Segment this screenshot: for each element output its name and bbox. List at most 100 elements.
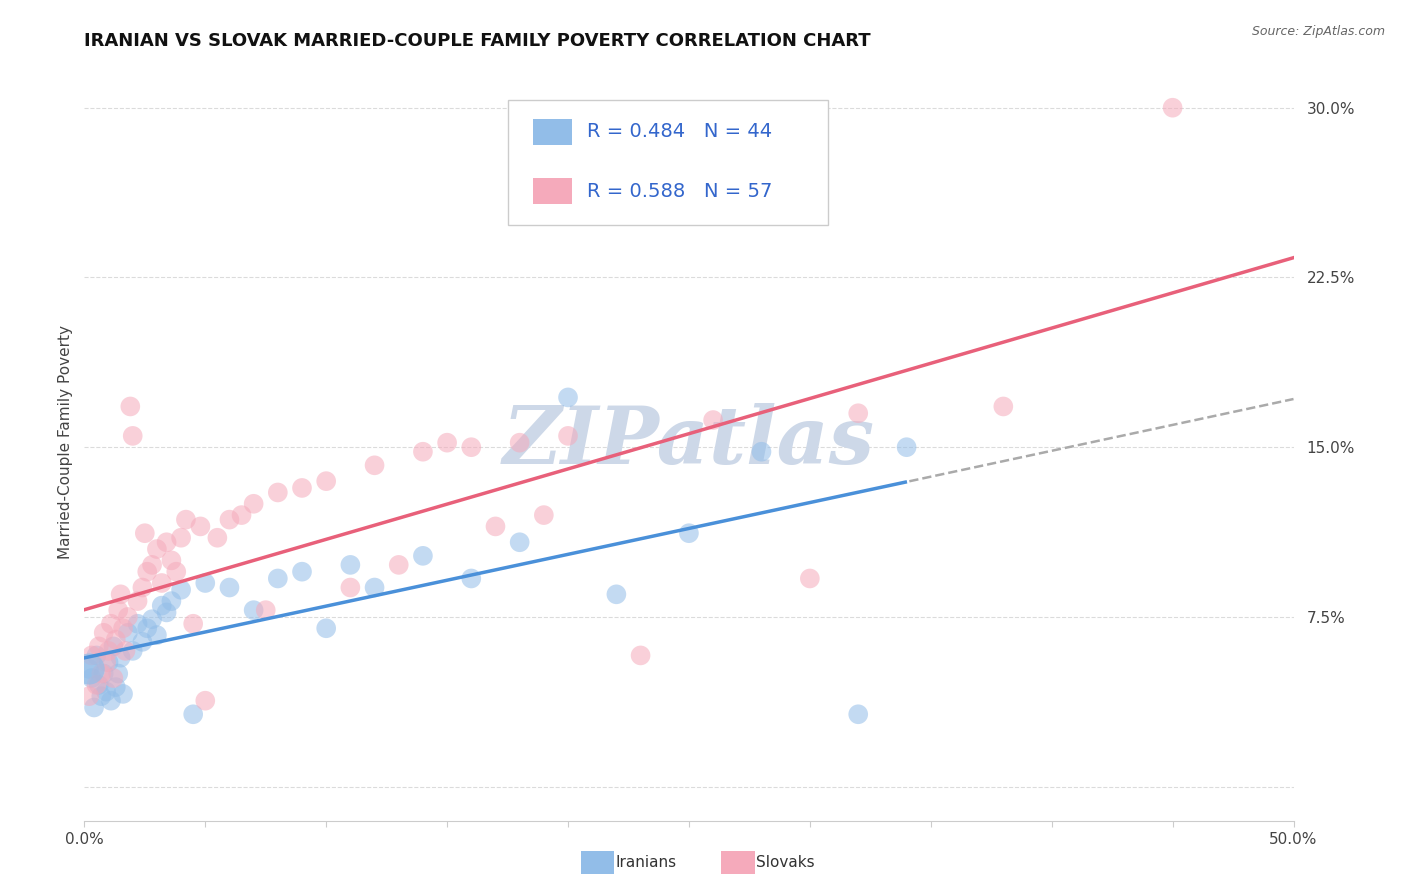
Point <box>114 644 136 658</box>
Point <box>86 648 108 663</box>
Point <box>678 526 700 541</box>
Point <box>107 603 129 617</box>
Point <box>117 625 139 640</box>
Point <box>267 572 290 586</box>
Text: IRANIAN VS SLOVAK MARRIED-COUPLE FAMILY POVERTY CORRELATION CHART: IRANIAN VS SLOVAK MARRIED-COUPLE FAMILY … <box>84 32 870 50</box>
Point <box>136 565 159 579</box>
Point <box>267 485 290 500</box>
Point <box>315 474 337 488</box>
Point <box>87 678 110 692</box>
Point <box>846 406 869 420</box>
Point <box>127 594 149 608</box>
Point <box>112 621 135 635</box>
Point <box>174 513 197 527</box>
Point <box>605 587 627 601</box>
FancyBboxPatch shape <box>533 178 572 204</box>
Point <box>141 558 163 572</box>
Point <box>127 616 149 631</box>
Point <box>484 519 506 533</box>
Point <box>86 678 108 692</box>
Point <box>83 700 105 714</box>
Point <box>90 666 112 681</box>
Point <box>93 625 115 640</box>
Point <box>291 565 314 579</box>
Point <box>112 687 135 701</box>
Point <box>150 599 173 613</box>
Text: ZIPatlas: ZIPatlas <box>503 403 875 480</box>
Point <box>94 684 117 698</box>
Point <box>104 632 127 647</box>
Point <box>231 508 253 522</box>
Point <box>896 440 918 454</box>
Point <box>190 519 212 533</box>
Point <box>100 616 122 631</box>
Point <box>77 662 100 676</box>
Point <box>107 666 129 681</box>
Point <box>103 640 125 654</box>
Point <box>218 513 240 527</box>
Point <box>242 603 264 617</box>
Point <box>509 535 531 549</box>
Point <box>160 594 183 608</box>
Point <box>533 508 555 522</box>
Point <box>121 429 143 443</box>
Point <box>170 531 193 545</box>
Point <box>194 576 217 591</box>
Point <box>146 542 169 557</box>
Point <box>117 610 139 624</box>
Point <box>150 576 173 591</box>
Point <box>460 572 482 586</box>
Text: R = 0.588   N = 57: R = 0.588 N = 57 <box>588 182 773 201</box>
Point <box>97 655 120 669</box>
Point <box>363 581 385 595</box>
Point <box>165 565 187 579</box>
Point <box>509 435 531 450</box>
Point <box>87 640 110 654</box>
Point <box>146 628 169 642</box>
Point <box>80 671 103 685</box>
Point <box>104 680 127 694</box>
Point <box>120 400 142 414</box>
Point <box>254 603 277 617</box>
Point <box>100 694 122 708</box>
Point <box>1161 101 1184 115</box>
Point <box>339 581 361 595</box>
Text: Iranians: Iranians <box>616 855 676 870</box>
Point <box>751 444 773 458</box>
Point <box>103 671 125 685</box>
Point <box>412 444 434 458</box>
Point <box>218 581 240 595</box>
Point <box>121 644 143 658</box>
Point <box>242 497 264 511</box>
Point <box>315 621 337 635</box>
Point <box>110 587 132 601</box>
Point <box>90 689 112 703</box>
Point <box>363 458 385 473</box>
Point <box>97 644 120 658</box>
Point <box>339 558 361 572</box>
FancyBboxPatch shape <box>508 100 828 226</box>
Point <box>436 435 458 450</box>
Point <box>630 648 652 663</box>
Point <box>136 621 159 635</box>
Point <box>557 391 579 405</box>
Point <box>80 648 103 663</box>
Point <box>702 413 724 427</box>
Point <box>141 612 163 626</box>
Point <box>388 558 411 572</box>
Point <box>993 400 1015 414</box>
Point <box>194 694 217 708</box>
Point <box>557 429 579 443</box>
Point <box>110 650 132 665</box>
Point <box>207 531 229 545</box>
Point <box>131 635 153 649</box>
Point <box>799 572 821 586</box>
Point <box>77 689 100 703</box>
Point <box>134 526 156 541</box>
Point <box>155 606 177 620</box>
Point <box>412 549 434 563</box>
Point <box>131 581 153 595</box>
Point <box>291 481 314 495</box>
Point <box>93 666 115 681</box>
Point <box>77 662 100 676</box>
